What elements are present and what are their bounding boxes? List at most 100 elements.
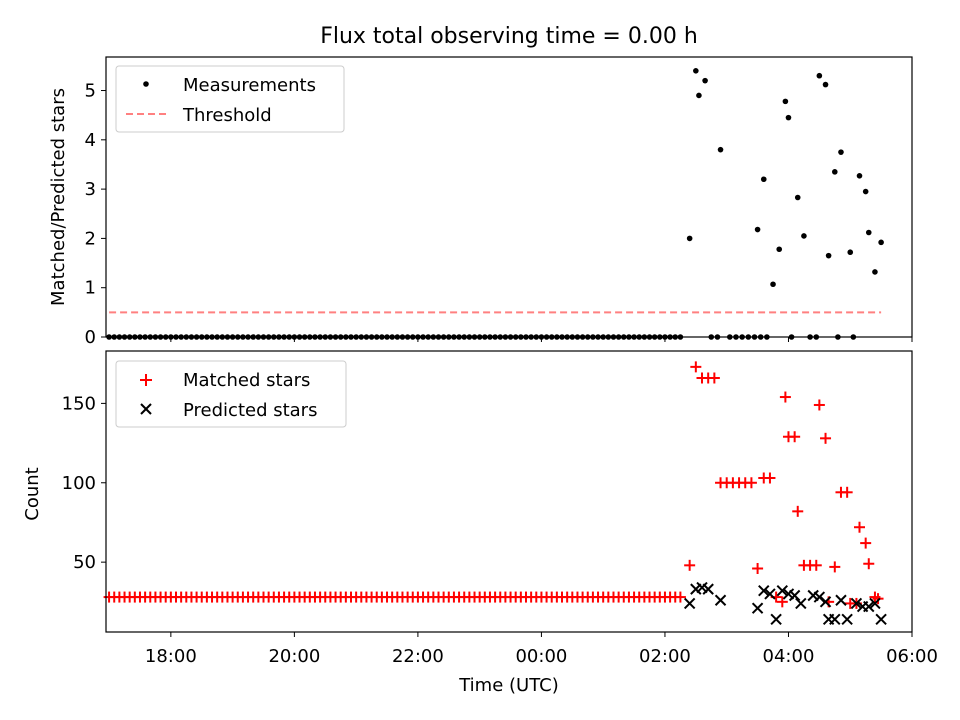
xtick-label: 06:00: [886, 646, 938, 667]
predicted-marker-b: [758, 585, 770, 597]
matched-star-point: [752, 562, 764, 574]
predicted-star-point: [819, 596, 832, 608]
predicted-marker-b: [702, 583, 714, 595]
top-yticks: 0 1 2 3 4 5: [85, 81, 106, 348]
matched-star-point: [779, 391, 791, 403]
predicted-marker-b: [776, 585, 789, 597]
top-ytick-label: 4: [85, 130, 96, 151]
predicted-marker-b: [829, 613, 841, 626]
top-ytick-label: 3: [85, 179, 96, 200]
predicted-marker-b: [813, 591, 826, 603]
predicted-star-point: [776, 585, 789, 597]
matched-star-point: [854, 521, 866, 533]
measurement-point: [856, 173, 863, 179]
measurement-point: [770, 281, 776, 288]
predicted-star-point: [869, 597, 881, 610]
bottom-ytick-label: 100: [62, 473, 96, 494]
measurement-point: [782, 98, 789, 105]
matched-star-point: [708, 372, 720, 384]
predicted-marker-b: [807, 589, 819, 602]
measurement-point: [865, 229, 872, 236]
predicted-star-point: [702, 583, 714, 595]
top-ytick-label: 1: [85, 278, 96, 299]
measurement-point: [785, 114, 792, 121]
matched-star-point: [860, 537, 872, 549]
predicted-marker-b: [850, 597, 863, 610]
predicted-marker-b: [819, 596, 832, 608]
matched-star-point: [863, 558, 875, 570]
matched-star-point: [829, 561, 841, 573]
predicted-marker-b: [795, 597, 807, 610]
top-ytick-label: 0: [85, 327, 96, 348]
bottom-legend: Matched stars Predicted stars: [115, 360, 347, 428]
predicted-star-point: [764, 588, 776, 600]
predicted-star-point: [795, 597, 807, 610]
top-panel: 0 1 2 3 4 5 Matched/Predicted stars Measureme…: [48, 56, 913, 348]
measurement-point: [696, 92, 702, 99]
predicted-marker-b: [764, 588, 776, 600]
bottom-marks: [103, 361, 887, 626]
matched-star-point: [813, 399, 825, 411]
top-axes-frame: [105, 56, 913, 338]
predicted-star-point: [751, 602, 764, 614]
matched-star-point: [690, 361, 702, 373]
predicted-marker-b: [683, 597, 696, 610]
matched-star-point: [820, 432, 832, 444]
bottom-ytick-label: 150: [62, 393, 96, 414]
measurement-point: [816, 72, 823, 79]
top-legend-box: [115, 65, 345, 133]
predicted-star-point: [683, 597, 696, 610]
legend-threshold-label: Threshold: [182, 105, 272, 126]
measurement-point: [776, 246, 783, 253]
bottom-ylabel: Count: [22, 467, 43, 520]
legend-predicted-marker: [140, 403, 152, 415]
measurement-point: [801, 233, 807, 239]
xtick-label: 18:00: [145, 646, 197, 667]
legend-predicted-label: Predicted stars: [183, 400, 317, 421]
measurement-point: [831, 169, 838, 175]
measurement-point: [693, 68, 699, 74]
predicted-star-point: [829, 613, 841, 626]
bottom-axes-frame: [105, 350, 913, 633]
top-ytick-label: 2: [85, 228, 96, 249]
measurement-point: [838, 149, 844, 155]
predicted-star-point: [841, 613, 853, 626]
predicted-star-point: [770, 613, 782, 626]
figure-title: Flux total observing time = 0.00 h: [320, 24, 698, 49]
predicted-marker-b: [875, 613, 887, 626]
predicted-marker-b: [841, 613, 853, 626]
predicted-marker-b: [782, 588, 795, 600]
measurement-point: [702, 77, 708, 84]
measurement-point: [878, 239, 884, 246]
matched-star-point: [872, 593, 884, 605]
matched-star-point: [841, 486, 853, 498]
predicted-star-point: [850, 597, 863, 610]
measurement-point: [760, 176, 767, 183]
predicted-marker-b: [696, 581, 708, 594]
matched-star-point: [810, 559, 822, 571]
predicted-star-point: [875, 613, 887, 626]
bottom-xticks: 18:00 20:00 22:00 00:00 02:00 04:00 06:00: [145, 632, 938, 667]
top-legend: Measurements Threshold: [115, 65, 345, 133]
matched-star-point: [764, 472, 776, 484]
measurement-point: [825, 252, 832, 259]
matched-star-point: [792, 505, 804, 517]
xtick-label: 22:00: [392, 646, 444, 667]
legend-measurements-marker: [143, 81, 149, 87]
xtick-label: 00:00: [515, 646, 567, 667]
bottom-panel: 18:00 20:00 22:00 00:00 02:00 04:00 06:00 50 10…: [22, 350, 938, 696]
x-axis-label: Time (UTC): [458, 675, 559, 696]
predicted-star-point: [835, 594, 847, 606]
predicted-star-point: [714, 594, 727, 606]
bottom-yticks: 50 100 150: [62, 393, 106, 573]
measurement-point: [754, 226, 761, 233]
xtick-label: 02:00: [639, 646, 691, 667]
predicted-marker-b: [788, 589, 801, 602]
legend-matched-label: Matched stars: [183, 370, 310, 391]
top-xticks: [170, 337, 913, 342]
measurement-point: [686, 235, 693, 242]
matched-star-point: [674, 591, 686, 603]
legend-measurements-label: Measurements: [183, 75, 316, 96]
predicted-star-point: [758, 585, 770, 597]
measurement-point: [717, 146, 724, 153]
